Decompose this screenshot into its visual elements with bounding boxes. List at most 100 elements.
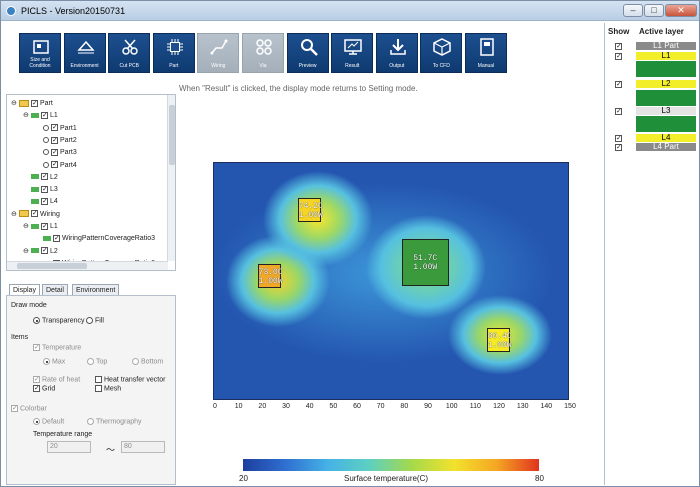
- checkbox-icon[interactable]: ✓: [51, 136, 58, 144]
- layer-row[interactable]: L1 Part: [636, 42, 696, 50]
- layer-row[interactable]: L1: [636, 52, 696, 60]
- minimize-button[interactable]: –: [623, 4, 643, 17]
- checkbox-icon[interactable]: ✓: [41, 198, 48, 206]
- layer-row[interactable]: L3: [636, 107, 696, 115]
- x-tick-label: 110: [469, 403, 481, 410]
- checkbox-icon[interactable]: ✓: [41, 247, 48, 255]
- window-title: PICLS - Version20150731: [21, 6, 126, 16]
- range-min-input[interactable]: 20: [47, 441, 91, 453]
- show-layer-checkbox[interactable]: ✓: [615, 81, 622, 88]
- colorbar-checkbox[interactable]: ✓ Colorbar: [11, 405, 47, 412]
- grid-checkbox[interactable]: ✓ Grid: [33, 385, 55, 392]
- tree-item[interactable]: ✓ WiringPatternCoverageRatio3: [35, 233, 155, 245]
- radio-icon: [33, 317, 40, 324]
- to-cfd-button[interactable]: To CFD: [420, 33, 463, 73]
- layer-row[interactable]: [636, 116, 696, 132]
- wiring-button[interactable]: Wiring: [197, 33, 240, 73]
- cut-pcb-button[interactable]: Cut PCB: [108, 33, 151, 73]
- heat-source-part[interactable]: 74.2C 1.00W: [297, 198, 323, 222]
- preview-button[interactable]: Preview: [286, 33, 329, 73]
- environment-button[interactable]: Environment: [63, 33, 106, 73]
- checkbox-icon[interactable]: ✓: [41, 222, 48, 230]
- scroll-thumb[interactable]: [169, 105, 175, 165]
- heat-vector-checkbox[interactable]: Heat transfer vector: [95, 376, 165, 383]
- part-button[interactable]: Part: [152, 33, 195, 73]
- tree-item[interactable]: ✓ Part3: [35, 147, 77, 159]
- active-layer-header: Active layer: [639, 27, 684, 36]
- rate-of-heat-checkbox[interactable]: ✓ Rate of heat: [33, 376, 80, 383]
- tree-item[interactable]: ✓ Part4: [35, 160, 77, 172]
- max-radio[interactable]: Max: [43, 358, 65, 365]
- show-layer-checkbox[interactable]: ✓: [615, 144, 622, 151]
- temperature-checkbox[interactable]: ✓ Temperature: [33, 344, 81, 351]
- tree-item[interactable]: ⊖ ✓ Part: [11, 98, 53, 110]
- default-radio[interactable]: Default: [33, 418, 64, 425]
- toolbar-button-label: Output: [389, 63, 405, 69]
- heat-source-part[interactable]: 73.0C 1.00W: [257, 264, 283, 289]
- tree-vertical-scrollbar[interactable]: [167, 95, 175, 261]
- heat-source-part[interactable]: 51.7C 1.00W: [401, 238, 449, 286]
- tree-item[interactable]: ⊖ ✓ L1: [23, 110, 58, 122]
- mesh-checkbox[interactable]: Mesh: [95, 385, 121, 392]
- layer-row[interactable]: L4: [636, 134, 696, 142]
- scroll-thumb[interactable]: [17, 263, 87, 269]
- layer-icon: [31, 248, 39, 254]
- top-radio[interactable]: Top: [87, 358, 107, 365]
- cube-icon: [433, 38, 452, 56]
- tree-item[interactable]: ⊖ ✓ L1: [23, 221, 58, 233]
- checkbox-icon[interactable]: ✓: [53, 234, 60, 242]
- checkbox-icon[interactable]: ✓: [41, 185, 48, 193]
- expander-icon[interactable]: ⊖: [23, 247, 29, 255]
- result-button[interactable]: Result: [331, 33, 374, 73]
- close-button[interactable]: ✕: [665, 4, 697, 17]
- expander-icon[interactable]: ⊖: [23, 223, 29, 230]
- tree-item[interactable]: ✓ Part2: [35, 135, 77, 147]
- range-max-input[interactable]: 80: [121, 441, 165, 453]
- x-tick-label: 20: [258, 403, 267, 410]
- maximize-button[interactable]: □: [644, 4, 664, 17]
- layer-row[interactable]: [636, 90, 696, 106]
- board-heatmap[interactable]: 74.2C 1.00W 73.0C 1.00W 51.7C 1.00W 80.4C 1.00W: [213, 162, 569, 400]
- checkbox-icon[interactable]: ✓: [51, 161, 58, 169]
- size-and-condition-button[interactable]: Size and Condition: [19, 33, 61, 73]
- layer-row[interactable]: [636, 61, 696, 77]
- tree-item[interactable]: ✓ L4: [23, 196, 58, 208]
- show-header: Show: [608, 27, 630, 36]
- part-power: 1.00W: [258, 277, 283, 287]
- tree-item[interactable]: ✓ L2: [23, 172, 58, 184]
- manual-button[interactable]: Manual: [465, 33, 507, 73]
- expander-icon[interactable]: ⊖: [11, 100, 17, 107]
- part-temperature: 80.4C: [487, 331, 512, 341]
- layer-row[interactable]: L2: [636, 80, 696, 88]
- checkbox-icon[interactable]: ✓: [41, 111, 48, 119]
- bottom-radio[interactable]: Bottom: [132, 358, 163, 365]
- layer-row[interactable]: L4 Part: [636, 143, 696, 151]
- tree-item[interactable]: ⊖ ✓ L2: [23, 246, 58, 258]
- tree-item[interactable]: ✓ L3: [23, 184, 58, 196]
- environment-icon: [76, 38, 95, 56]
- checkbox-icon[interactable]: ✓: [31, 99, 38, 107]
- show-layer-checkbox[interactable]: ✓: [615, 43, 622, 50]
- expander-icon[interactable]: ⊖: [11, 210, 17, 218]
- via-button[interactable]: Via: [242, 33, 284, 73]
- show-layer-checkbox[interactable]: ✓: [615, 53, 622, 60]
- checkbox-icon[interactable]: ✓: [51, 148, 58, 156]
- fill-radio[interactable]: Fill: [86, 317, 104, 324]
- show-layer-checkbox[interactable]: ✓: [615, 135, 622, 142]
- expander-icon[interactable]: ⊖: [23, 112, 29, 120]
- output-button[interactable]: Output: [375, 33, 418, 73]
- tree-horizontal-scrollbar[interactable]: [7, 261, 168, 270]
- checkbox-icon[interactable]: ✓: [41, 173, 48, 181]
- part-temperature: 73.0C: [258, 268, 283, 278]
- tree-item[interactable]: ✓ Part1: [35, 123, 77, 135]
- radio-icon: [132, 358, 139, 365]
- tree-item[interactable]: ⊖ ✓ Wiring: [11, 209, 60, 221]
- x-tick-label: 70: [376, 403, 385, 410]
- thermography-radio[interactable]: Thermography: [87, 418, 142, 425]
- part-power: 1.00W: [487, 340, 512, 350]
- show-layer-checkbox[interactable]: ✓: [615, 108, 622, 115]
- heat-source-part[interactable]: 80.4C 1.00W: [486, 328, 512, 352]
- transparency-radio[interactable]: Transparency: [33, 317, 85, 324]
- checkbox-icon[interactable]: ✓: [51, 124, 58, 132]
- checkbox-icon[interactable]: ✓: [31, 210, 38, 218]
